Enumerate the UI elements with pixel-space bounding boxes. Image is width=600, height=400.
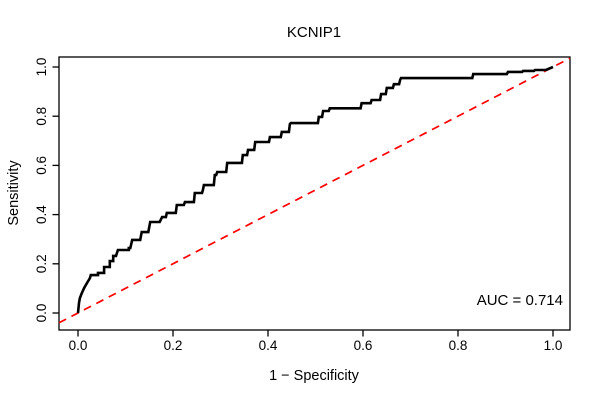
x-tick-label: 0.2 bbox=[164, 338, 183, 353]
plot-title: KCNIP1 bbox=[287, 24, 341, 41]
y-axis-label: Sensitivity bbox=[6, 160, 22, 226]
x-axis-label: 1 − Specificity bbox=[269, 368, 360, 384]
y-tick-label: 0.0 bbox=[34, 304, 49, 323]
x-tick-label: 0.4 bbox=[259, 338, 278, 353]
x-tick-label: 0.0 bbox=[69, 338, 88, 353]
x-tick-label: 1.0 bbox=[544, 338, 563, 353]
y-axis-ticks: 0.0 0.2 0.4 0.6 0.8 1.0 bbox=[34, 58, 59, 323]
plot-box bbox=[58, 56, 571, 331]
y-tick-label: 0.8 bbox=[34, 107, 49, 126]
x-tick-label: 0.8 bbox=[449, 338, 468, 353]
x-axis-ticks: 0.0 0.2 0.4 0.6 0.8 1.0 bbox=[69, 330, 563, 353]
auc-annotation: AUC = 0.714 bbox=[477, 292, 563, 309]
y-tick-label: 0.6 bbox=[34, 156, 49, 175]
reference-diagonal-line bbox=[58, 57, 571, 324]
y-tick-label: 0.4 bbox=[34, 205, 49, 224]
y-tick-label: 0.2 bbox=[34, 254, 49, 273]
x-tick-label: 0.6 bbox=[354, 338, 373, 353]
y-tick-label: 1.0 bbox=[34, 58, 49, 77]
roc-curve-line bbox=[76, 65, 554, 314]
